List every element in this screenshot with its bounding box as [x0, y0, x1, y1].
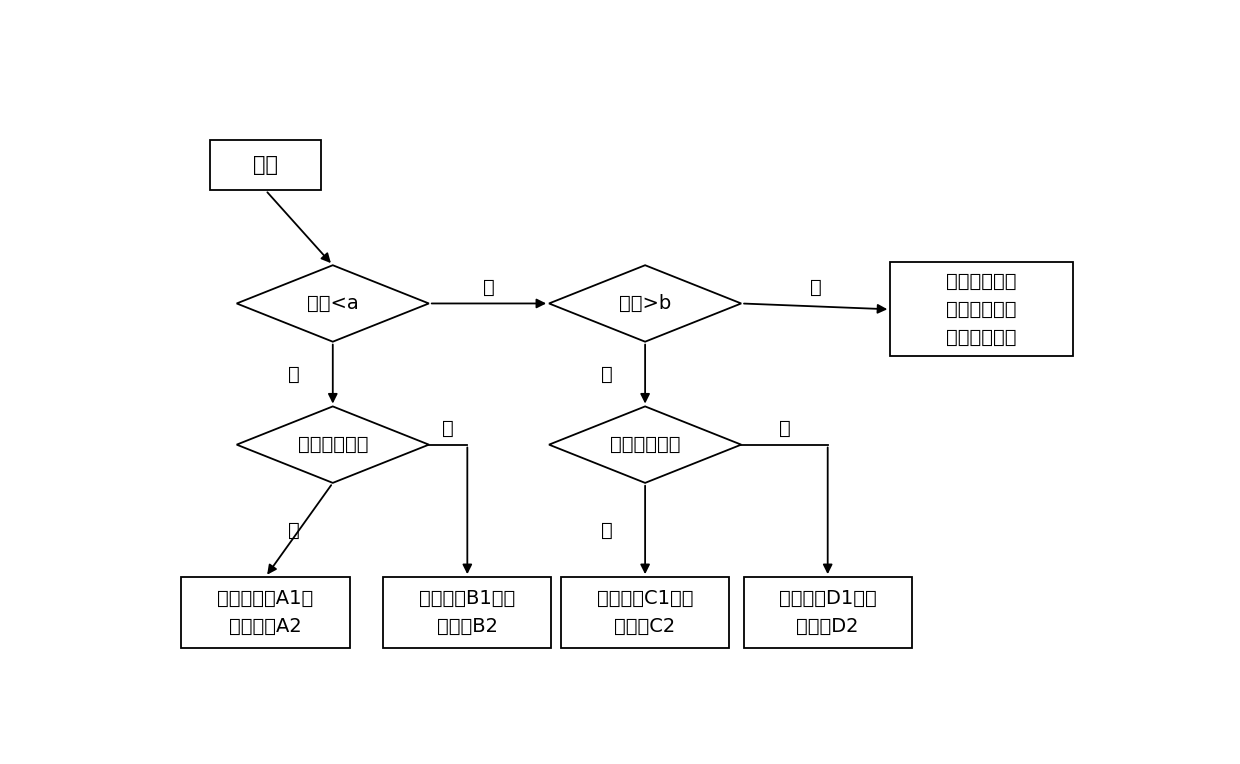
Polygon shape	[237, 406, 429, 483]
Text: 开始: 开始	[253, 155, 278, 175]
Bar	[383, 577, 552, 648]
Text: 否: 否	[810, 277, 822, 296]
Bar	[890, 262, 1073, 356]
Polygon shape	[549, 265, 742, 342]
Text: 否: 否	[779, 419, 790, 438]
Text: 真空压力阈值
按前一状态的
车速条件判断: 真空压力阈值 按前一状态的 车速条件判断	[946, 272, 1017, 347]
Text: 开启阈值B1、关
闭阈值B2: 开启阈值B1、关 闭阈值B2	[419, 589, 516, 636]
Polygon shape	[237, 265, 429, 342]
Text: 车速<a: 车速<a	[308, 294, 358, 313]
Text: 是: 是	[289, 520, 300, 539]
Text: 制动踏板踩下: 制动踏板踩下	[610, 435, 681, 454]
Text: 车速>b: 车速>b	[619, 294, 671, 313]
Bar	[744, 577, 911, 648]
Text: 开启阈值为A1、
关闭阈值A2: 开启阈值为A1、 关闭阈值A2	[217, 589, 314, 636]
Text: 是: 是	[601, 520, 613, 539]
Text: 否: 否	[443, 419, 454, 438]
Polygon shape	[549, 406, 742, 483]
Bar	[560, 577, 729, 648]
Text: 是: 是	[601, 364, 613, 384]
Text: 开启阈值D1、关
闭阈值D2: 开启阈值D1、关 闭阈值D2	[779, 589, 877, 636]
Text: 制动踏板踩下: 制动踏板踩下	[298, 435, 368, 454]
Text: 否: 否	[484, 277, 495, 296]
Text: 是: 是	[289, 364, 300, 384]
Bar	[211, 141, 321, 190]
Bar	[181, 577, 350, 648]
Text: 开启阈值C1、关
闭阈值C2: 开启阈值C1、关 闭阈值C2	[596, 589, 693, 636]
